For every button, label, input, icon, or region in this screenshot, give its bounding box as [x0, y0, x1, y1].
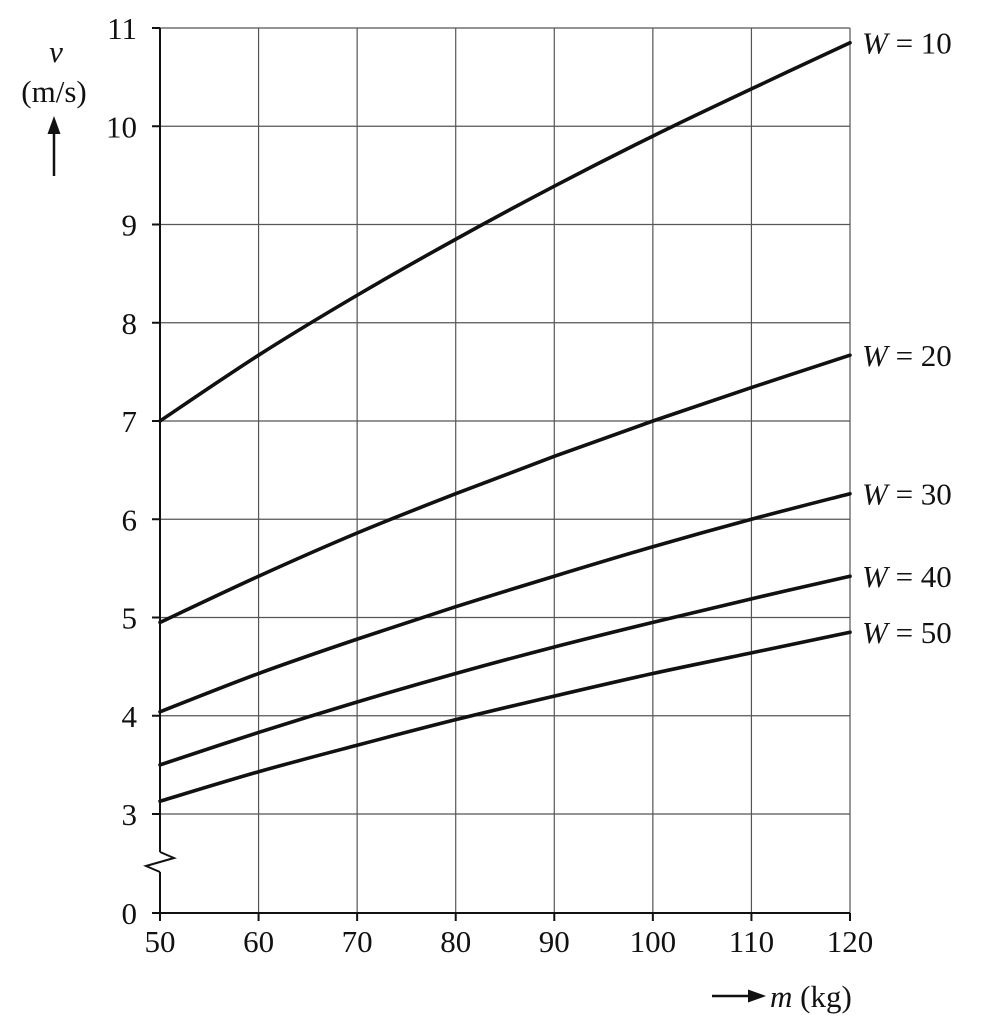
x-tick-label: 120 — [827, 924, 874, 959]
axes — [143, 27, 851, 921]
series-label-value: = 50 — [888, 615, 952, 650]
y-tick-label: 4 — [122, 699, 138, 734]
y-tick-label: 7 — [122, 404, 138, 439]
series-label-value: = 40 — [888, 559, 952, 594]
x-axis-label: m (kg) — [770, 979, 852, 1014]
y-axis-unit: (m/s) — [21, 74, 86, 109]
series-line — [158, 40, 852, 423]
series-label-variable: W — [862, 26, 891, 61]
series-line — [158, 574, 852, 767]
grid — [160, 27, 851, 913]
series-line — [158, 353, 852, 625]
x-axis-symbol: m — [770, 979, 792, 1014]
y-axis-arrow-icon — [47, 116, 61, 176]
y-tick-label: 9 — [122, 208, 138, 243]
y-tick-label: 8 — [122, 306, 138, 341]
x-tick-label: 60 — [243, 924, 274, 959]
x-tick-label: 90 — [539, 924, 570, 959]
x-axis-arrow-icon — [712, 989, 766, 1003]
series-label: W = 30 — [862, 477, 952, 512]
x-axis-unit: (kg) — [800, 979, 852, 1014]
y-tick-label: 11 — [107, 11, 137, 46]
series-label-value: = 10 — [888, 26, 952, 61]
series-line — [158, 491, 852, 714]
y-tick-label: 10 — [106, 109, 137, 144]
series-label-value: = 30 — [888, 477, 952, 512]
series-label-variable: W — [862, 477, 891, 512]
series-group — [158, 40, 852, 804]
x-tick-label: 80 — [440, 924, 471, 959]
y-tick-label: 5 — [122, 601, 138, 636]
series-line — [158, 630, 852, 804]
tick-labels: 50 60 70 80 90 100 110 120 0 3 4 5 6 7 8 9 10 11 — [106, 11, 873, 959]
series-label: W = 20 — [862, 338, 952, 373]
axis-break-icon — [143, 851, 177, 873]
series-label-value: = 20 — [888, 338, 952, 373]
y-tick-label: 3 — [122, 797, 138, 832]
y-axis-symbol: v — [49, 34, 63, 69]
x-tick-label: 100 — [630, 924, 677, 959]
series-label: W = 10 — [862, 26, 952, 61]
x-tick-label: 110 — [729, 924, 774, 959]
series-label-variable: W — [862, 615, 891, 650]
series-label-variable: W — [862, 338, 891, 373]
y-tick-label: 0 — [122, 896, 138, 931]
series-label: W = 40 — [862, 559, 952, 594]
x-tick-label: 50 — [145, 924, 176, 959]
y-tick-label: 6 — [122, 502, 138, 537]
series-labels: W = 10W = 20W = 30W = 40W = 50 — [862, 26, 952, 650]
x-tick-label: 70 — [342, 924, 373, 959]
series-label-variable: W — [862, 559, 891, 594]
series-label: W = 50 — [862, 615, 952, 650]
